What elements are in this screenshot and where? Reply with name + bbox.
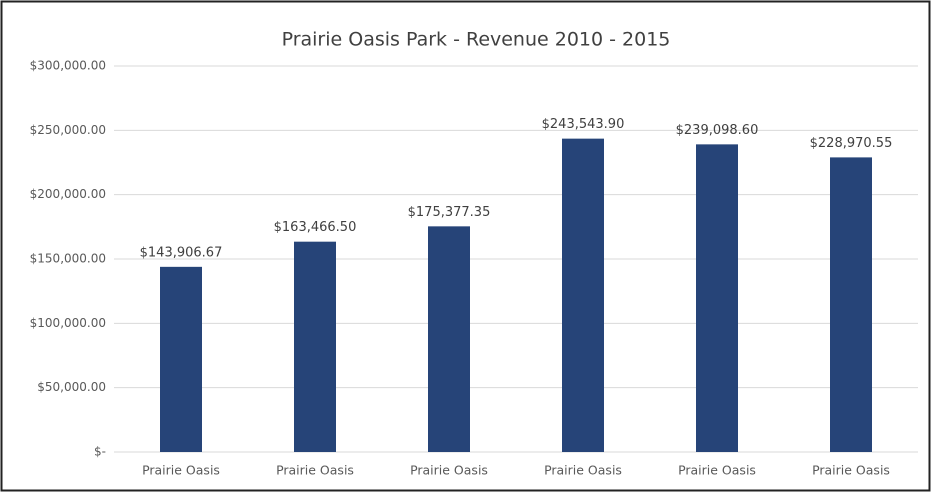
y-tick-label: $- xyxy=(94,445,106,459)
x-tick-label: Prairie Oasis xyxy=(276,463,354,478)
y-tick-label: $250,000.00 xyxy=(30,123,106,137)
chart-title: Prairie Oasis Park - Revenue 2010 - 2015 xyxy=(282,29,671,51)
y-tick-label: $100,000.00 xyxy=(30,316,106,330)
data-label: $228,970.55 xyxy=(810,136,893,151)
data-label: $143,906.67 xyxy=(140,245,223,260)
x-tick-label: Prairie Oasis xyxy=(142,463,220,478)
bar xyxy=(294,241,336,452)
y-tick-label: $50,000.00 xyxy=(37,380,106,394)
x-tick-label: Prairie Oasis xyxy=(678,463,756,478)
bar xyxy=(428,226,470,452)
data-label: $243,543.90 xyxy=(542,117,625,132)
y-tick-label: $200,000.00 xyxy=(30,187,106,201)
bar xyxy=(830,157,872,452)
bar xyxy=(562,138,604,452)
y-tick-label: $150,000.00 xyxy=(30,252,106,266)
x-tick-label: Prairie Oasis xyxy=(812,463,890,478)
bar xyxy=(696,144,738,452)
y-tick-label: $300,000.00 xyxy=(30,59,106,73)
data-label: $239,098.60 xyxy=(676,123,759,138)
x-tick-label: Prairie Oasis xyxy=(410,463,488,478)
x-tick-label: Prairie Oasis xyxy=(544,463,622,478)
data-label: $175,377.35 xyxy=(408,205,491,220)
bar xyxy=(160,266,202,452)
data-label: $163,466.50 xyxy=(274,220,357,235)
